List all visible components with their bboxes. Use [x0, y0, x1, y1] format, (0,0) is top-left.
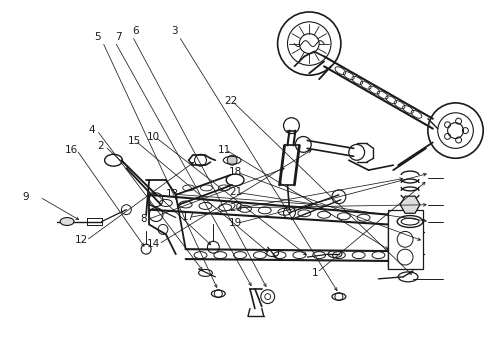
Circle shape — [227, 155, 237, 165]
Text: 7: 7 — [115, 32, 122, 42]
Text: 20: 20 — [228, 203, 242, 213]
Text: 17: 17 — [182, 212, 195, 222]
Text: 5: 5 — [95, 32, 101, 42]
Text: 1: 1 — [311, 267, 318, 278]
Text: 11: 11 — [218, 145, 231, 155]
Text: 9: 9 — [22, 192, 29, 202]
Text: 4: 4 — [89, 125, 95, 135]
Text: 14: 14 — [146, 239, 160, 249]
Text: 19: 19 — [228, 219, 242, 228]
Text: 16: 16 — [64, 145, 78, 155]
Text: 21: 21 — [228, 188, 242, 197]
Text: 3: 3 — [171, 26, 177, 36]
Text: 18: 18 — [228, 167, 242, 177]
Text: 2: 2 — [97, 141, 103, 151]
FancyBboxPatch shape — [387, 210, 422, 269]
Ellipse shape — [60, 217, 74, 225]
Text: 13: 13 — [166, 189, 179, 199]
Text: 10: 10 — [146, 132, 160, 141]
Text: 22: 22 — [224, 96, 237, 106]
Text: 8: 8 — [140, 214, 147, 224]
Text: 15: 15 — [127, 136, 141, 146]
Text: 6: 6 — [132, 26, 139, 36]
Polygon shape — [399, 196, 419, 213]
Text: 12: 12 — [74, 235, 87, 246]
